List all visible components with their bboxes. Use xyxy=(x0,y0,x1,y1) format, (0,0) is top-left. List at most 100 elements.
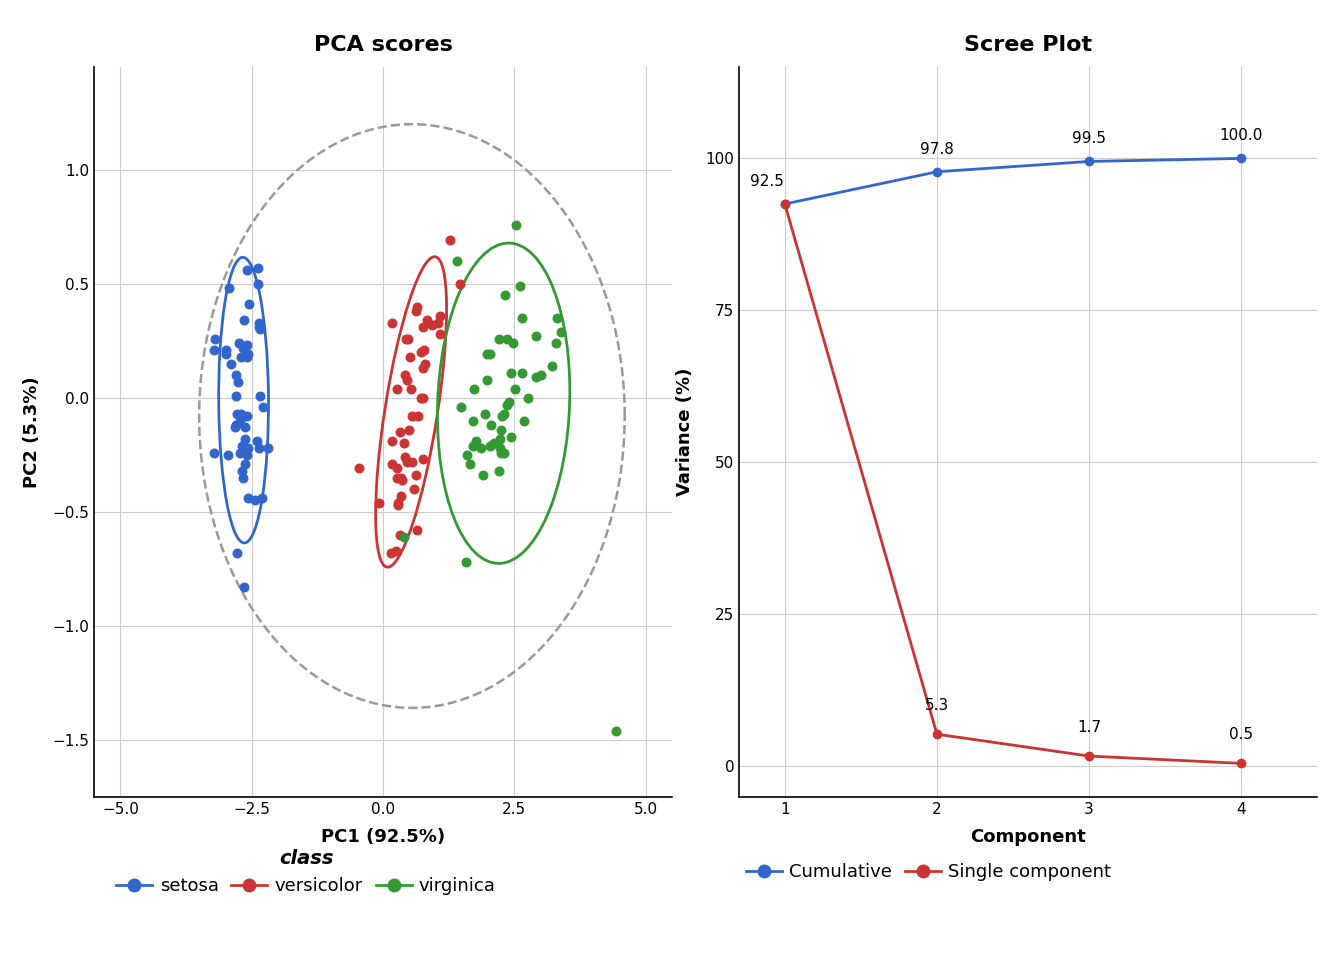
Point xyxy=(406,303,427,319)
Legend: Cumulative, Single component: Cumulative, Single component xyxy=(739,856,1118,888)
Point xyxy=(457,447,478,463)
Point xyxy=(237,408,258,423)
Point xyxy=(398,422,419,438)
Point xyxy=(605,723,626,738)
Point xyxy=(496,331,517,347)
Point xyxy=(386,381,407,396)
Point xyxy=(380,545,402,561)
Point xyxy=(413,360,434,375)
Point xyxy=(511,365,532,380)
Point xyxy=(526,370,547,385)
Point xyxy=(542,358,563,373)
Point xyxy=(390,527,411,542)
Text: 1.7: 1.7 xyxy=(1077,720,1101,734)
Point xyxy=(406,299,427,314)
Point xyxy=(218,280,239,296)
Point xyxy=(402,454,423,469)
Point xyxy=(421,317,442,332)
Point xyxy=(491,444,512,460)
Point xyxy=(246,434,267,449)
Point xyxy=(458,456,480,471)
Point xyxy=(227,374,249,390)
Point xyxy=(478,347,500,362)
Point xyxy=(348,461,370,476)
Point xyxy=(489,431,511,446)
Point xyxy=(234,420,255,435)
Point xyxy=(413,320,434,335)
Point xyxy=(231,438,253,453)
Title: Scree Plot: Scree Plot xyxy=(964,35,1093,55)
Point xyxy=(391,488,413,503)
Point xyxy=(509,278,531,294)
Point xyxy=(228,444,250,460)
Point xyxy=(396,372,418,387)
Point xyxy=(216,347,238,362)
Point xyxy=(204,342,226,357)
Point xyxy=(446,253,468,269)
Point xyxy=(462,438,484,453)
Point xyxy=(226,406,247,421)
Point xyxy=(203,444,224,460)
Point xyxy=(228,335,250,350)
Point xyxy=(220,356,242,372)
Point xyxy=(504,381,526,396)
Point xyxy=(496,397,517,413)
Point xyxy=(546,335,567,350)
Point xyxy=(247,320,269,335)
Point xyxy=(230,349,251,365)
Point xyxy=(495,287,516,302)
Point xyxy=(472,468,493,483)
Point xyxy=(231,463,253,478)
Point xyxy=(394,529,415,544)
Point xyxy=(391,472,413,488)
Point xyxy=(245,492,266,508)
Point xyxy=(493,444,515,460)
Point xyxy=(407,408,429,423)
Point xyxy=(247,441,269,456)
Point xyxy=(415,313,437,328)
Point xyxy=(488,463,509,478)
Point xyxy=(395,331,417,347)
Point xyxy=(497,395,519,410)
Point xyxy=(401,408,422,423)
Point xyxy=(511,310,532,325)
Legend: setosa, versicolor, virginica: setosa, versicolor, virginica xyxy=(109,842,503,902)
Point xyxy=(396,331,418,347)
Point xyxy=(226,368,247,383)
Point xyxy=(491,422,512,438)
Point xyxy=(411,345,433,360)
Point xyxy=(368,495,390,511)
Point xyxy=(238,297,259,312)
Point xyxy=(235,431,257,446)
Point xyxy=(216,447,238,463)
Point xyxy=(237,262,258,277)
Point xyxy=(526,328,547,344)
Point xyxy=(247,276,269,292)
Point xyxy=(234,456,255,471)
Text: 99.5: 99.5 xyxy=(1073,132,1106,146)
Point xyxy=(449,276,470,292)
Point xyxy=(480,418,501,433)
Point xyxy=(406,522,427,538)
Point xyxy=(216,342,238,357)
Point xyxy=(249,388,270,403)
Point xyxy=(413,451,434,467)
Point xyxy=(430,326,452,342)
Point xyxy=(390,424,411,440)
Point xyxy=(226,418,247,433)
Point xyxy=(234,579,255,594)
Point xyxy=(465,434,487,449)
Point xyxy=(413,342,434,357)
Point xyxy=(237,447,258,463)
Point xyxy=(382,434,403,449)
Point xyxy=(505,217,527,232)
Point xyxy=(387,497,409,513)
Point xyxy=(394,368,415,383)
Point xyxy=(488,331,509,347)
Point xyxy=(257,441,278,456)
Point xyxy=(500,365,521,380)
Point xyxy=(226,388,247,403)
X-axis label: Component: Component xyxy=(970,828,1086,846)
Point xyxy=(399,349,421,365)
Point xyxy=(456,554,477,569)
